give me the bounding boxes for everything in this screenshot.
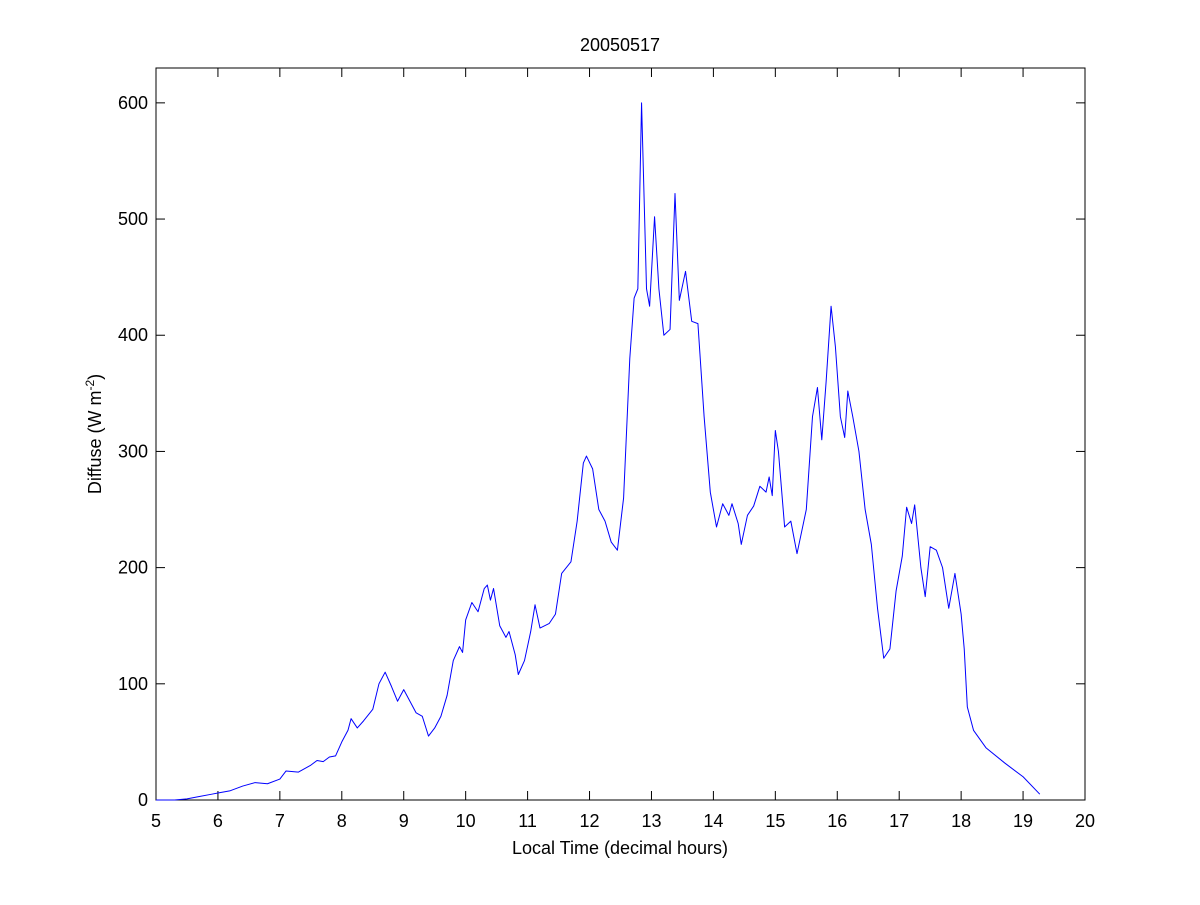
y-tick-label: 0 xyxy=(138,790,148,810)
x-tick-label: 16 xyxy=(827,811,847,831)
x-tick-label: 5 xyxy=(151,811,161,831)
x-tick-label: 11 xyxy=(518,811,537,831)
y-tick-label: 100 xyxy=(118,674,148,694)
x-tick-label: 12 xyxy=(580,811,600,831)
chart-title: 20050517 xyxy=(580,35,660,55)
x-tick-label: 17 xyxy=(889,811,909,831)
x-tick-label: 7 xyxy=(275,811,285,831)
x-tick-label: 20 xyxy=(1075,811,1095,831)
x-tick-label: 15 xyxy=(765,811,785,831)
y-tick-label: 500 xyxy=(118,209,148,229)
axes-box xyxy=(155,67,1086,801)
y-label-superscript: -2 xyxy=(83,379,97,390)
y-tick-label: 400 xyxy=(118,325,148,345)
x-tick-label: 13 xyxy=(641,811,661,831)
x-tick-label: 10 xyxy=(456,811,476,831)
x-tick-label: 9 xyxy=(399,811,409,831)
x-tick-label: 19 xyxy=(1013,811,1033,831)
y-tick-label: 300 xyxy=(118,441,148,461)
x-tick-label: 18 xyxy=(951,811,971,831)
y-label-text: Diffuse (W m xyxy=(85,390,105,494)
x-tick-label: 6 xyxy=(213,811,223,831)
y-axis-label: Diffuse (W m-2) xyxy=(83,374,105,494)
data-line xyxy=(156,102,1041,801)
y-tick-label: 600 xyxy=(118,93,148,113)
y-label-suffix: ) xyxy=(85,374,105,380)
x-axis-label: Local Time (decimal hours) xyxy=(512,838,728,858)
x-tick-label: 14 xyxy=(703,811,723,831)
x-tick-label: 8 xyxy=(337,811,347,831)
y-tick-label: 200 xyxy=(118,558,148,578)
